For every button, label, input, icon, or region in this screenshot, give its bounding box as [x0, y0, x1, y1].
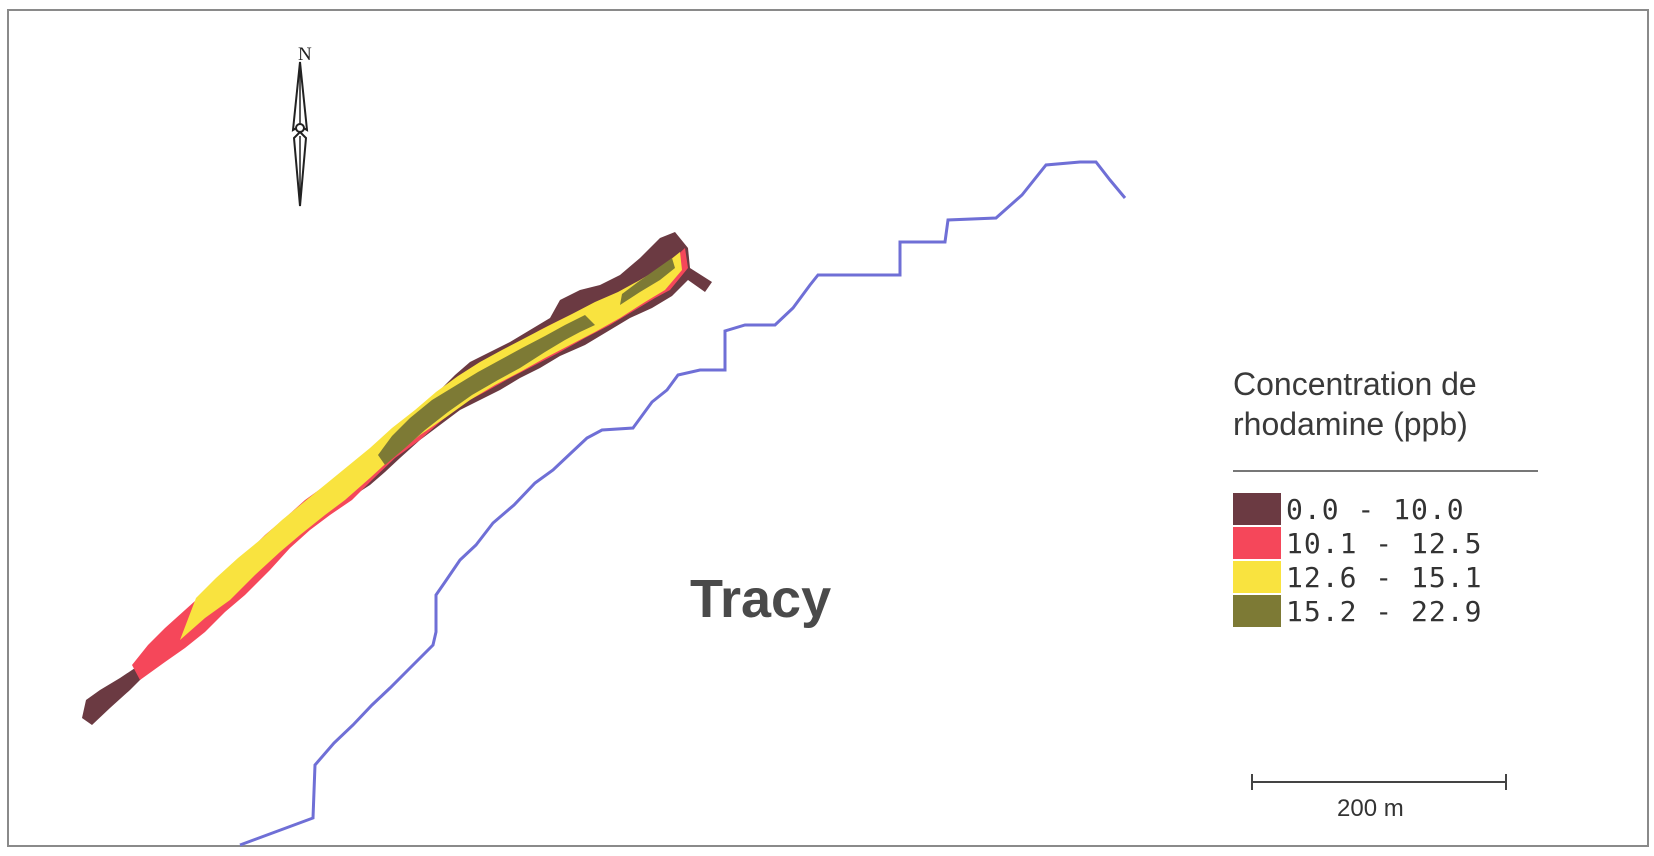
legend-label: 12.6 - 15.1: [1286, 560, 1483, 594]
scale-label: 200 m: [1337, 795, 1404, 822]
legend: Concentration de rhodamine (ppb) 0.0 - 1…: [1233, 364, 1553, 628]
legend-title: Concentration de rhodamine (ppb): [1233, 366, 1477, 442]
north-label: N: [298, 44, 312, 65]
rhodamine-plume: [82, 232, 712, 725]
plume-zone-medium: [132, 248, 688, 680]
legend-item: 12.6 - 15.1: [1233, 560, 1482, 594]
shoreline: [239, 160, 1127, 847]
legend-item: 0.0 - 10.0: [1233, 492, 1482, 526]
map-border: [7, 9, 1649, 847]
legend-item: 10.1 - 12.5: [1233, 526, 1482, 560]
place-label-tracy: Tracy: [690, 569, 832, 629]
plume-zone-peak: [378, 315, 595, 465]
legend-swatch: [1233, 527, 1281, 559]
legend-label: 10.1 - 12.5: [1286, 526, 1483, 560]
legend-label: 0.0 - 10.0: [1286, 492, 1465, 526]
plume-zone-high: [180, 252, 682, 640]
legend-swatch: [1233, 493, 1281, 525]
legend-swatch: [1233, 561, 1281, 593]
legend-divider: [1233, 470, 1538, 472]
legend-items: 0.0 - 10.0 10.1 - 12.5 12.6 - 15.1 15.2 …: [1233, 492, 1482, 628]
plume-zone-peak: [620, 258, 675, 305]
plume-zone-low: [82, 232, 712, 725]
legend-item: 15.2 - 22.9: [1233, 594, 1482, 628]
legend-label: 15.2 - 22.9: [1286, 594, 1483, 628]
north-arrow-icon: [291, 61, 309, 207]
scale-bar: [1251, 774, 1507, 790]
legend-swatch: [1233, 595, 1281, 627]
